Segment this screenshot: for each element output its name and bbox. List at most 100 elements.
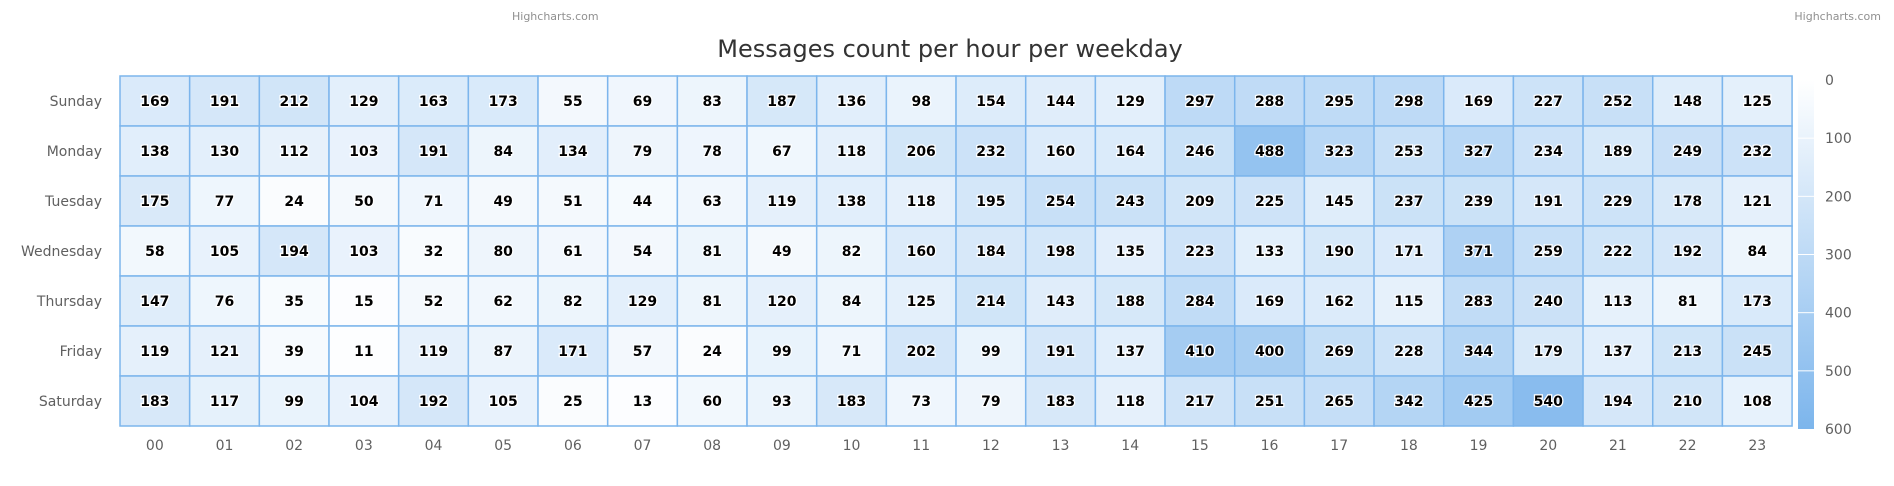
cell-value-label: 98	[911, 94, 930, 110]
cell-value-label: 147	[140, 294, 169, 310]
heatmap-cell	[1442, 75, 1515, 127]
cell-value-label: 55	[563, 94, 582, 110]
credits-link-left[interactable]: Highcharts.com	[512, 10, 599, 23]
heatmap-cells: 169 191 212 129 163 173 55 69 83 187 136 98 154 144 12…	[119, 75, 1793, 427]
cell-value-label: 210	[1673, 394, 1702, 410]
heatmap-cell	[1651, 225, 1724, 277]
cell-value-label: 78	[702, 144, 721, 160]
x-axis-label: 07	[634, 438, 652, 454]
heatmap-cell	[1303, 325, 1375, 377]
cell-value-label: 410	[1185, 344, 1214, 360]
cell-value-label: 84	[493, 144, 513, 160]
chart-title: Messages count per hour per weekday	[717, 35, 1182, 63]
heatmap-cell	[1164, 325, 1236, 377]
cell-value-label: 192	[1673, 244, 1702, 260]
heatmap-cell	[1024, 175, 1097, 227]
heatmap-cell	[746, 125, 818, 177]
legend-tick-label: 300	[1825, 248, 1852, 264]
heatmap-cell	[258, 325, 330, 377]
cell-value-label: 144	[1046, 94, 1075, 110]
legend-tick-label: 100	[1825, 131, 1852, 147]
cell-value-label: 81	[702, 294, 721, 310]
cell-value-label: 134	[558, 144, 587, 160]
cell-value-label: 298	[1394, 94, 1423, 110]
heatmap-cell	[1164, 125, 1236, 177]
cell-value-label: 113	[1603, 294, 1632, 310]
heatmap-cell	[955, 225, 1027, 277]
heatmap-cell	[815, 225, 888, 277]
cell-value-label: 54	[633, 244, 653, 260]
cell-value-label: 73	[911, 394, 930, 410]
cell-value-label: 488	[1255, 144, 1284, 160]
heatmap-cell	[815, 75, 888, 127]
heatmap-cell	[1721, 375, 1793, 427]
cell-value-label: 327	[1464, 144, 1493, 160]
heatmap-cell	[397, 125, 470, 177]
cell-value-label: 138	[837, 194, 866, 210]
cell-value-label: 108	[1743, 394, 1772, 410]
legend-tick-label: 400	[1825, 306, 1852, 322]
x-axis-label: 12	[982, 438, 1000, 454]
cell-value-label: 209	[1185, 194, 1214, 210]
cell-value-label: 62	[493, 294, 512, 310]
heatmap-cell	[1442, 125, 1515, 177]
heatmap-cell	[1233, 275, 1306, 327]
heatmap-cell	[1303, 75, 1375, 127]
cell-value-label: 137	[1116, 344, 1145, 360]
heatmap-cell	[1303, 225, 1375, 277]
cell-value-label: 82	[842, 244, 861, 260]
cell-value-label: 246	[1185, 144, 1214, 160]
cell-value-label: 284	[1185, 294, 1214, 310]
credits-link-right[interactable]: Highcharts.com	[1794, 10, 1881, 23]
heatmap-cell	[1512, 325, 1584, 377]
cell-value-label: 239	[1464, 194, 1493, 210]
heatmap-cell	[467, 175, 539, 227]
cell-value-label: 25	[563, 394, 582, 410]
cell-value-label: 99	[772, 344, 791, 360]
y-axis-label: Monday	[47, 144, 102, 160]
heatmap-cell	[258, 375, 330, 427]
heatmap-cell	[1164, 375, 1236, 427]
cell-value-label: 191	[1046, 344, 1075, 360]
cell-value-label: 234	[1534, 144, 1563, 160]
heatmap-cell	[258, 75, 330, 127]
cell-value-label: 283	[1464, 294, 1493, 310]
cell-value-label: 50	[354, 194, 374, 210]
x-axis-label: 16	[1261, 438, 1279, 454]
y-axis-label: Friday	[60, 344, 102, 360]
x-axis-label: 06	[564, 438, 582, 454]
cell-value-label: 164	[1116, 144, 1145, 160]
cell-value-label: 121	[210, 344, 239, 360]
x-axis-label: 03	[355, 438, 373, 454]
cell-value-label: 51	[563, 194, 582, 210]
y-axis-label: Sunday	[50, 94, 102, 110]
heatmap-cell	[1303, 125, 1375, 177]
heatmap-cell	[676, 325, 748, 377]
cell-value-label: 84	[842, 294, 862, 310]
legend-tick-label: 600	[1825, 422, 1852, 438]
cell-value-label: 148	[1673, 94, 1702, 110]
cell-value-label: 253	[1394, 144, 1423, 160]
x-axis: 00 01 02 03 04 05 06 07 08 09 10 11 12 13 14 15 16 17 18 19…	[146, 438, 1766, 454]
cell-value-label: 206	[907, 144, 936, 160]
cell-value-label: 187	[767, 94, 796, 110]
cell-value-label: 145	[1325, 194, 1354, 210]
cell-value-label: 173	[1743, 294, 1772, 310]
cell-value-label: 169	[1255, 294, 1284, 310]
heatmap-cell	[328, 75, 400, 127]
heatmap-cell	[397, 225, 470, 277]
x-axis-label: 00	[146, 438, 164, 454]
cell-value-label: 169	[1464, 94, 1493, 110]
heatmap-cell	[676, 75, 748, 127]
cell-value-label: 191	[1534, 194, 1563, 210]
cell-value-label: 288	[1255, 94, 1284, 110]
cell-value-label: 77	[215, 194, 234, 210]
cell-value-label: 425	[1464, 394, 1493, 410]
cell-value-label: 129	[349, 94, 378, 110]
heatmap-cell	[1582, 325, 1654, 377]
cell-value-label: 171	[558, 344, 587, 360]
heatmap-cell	[955, 325, 1027, 377]
cell-value-label: 232	[1743, 144, 1772, 160]
cell-value-label: 249	[1673, 144, 1702, 160]
cell-value-label: 105	[210, 244, 239, 260]
